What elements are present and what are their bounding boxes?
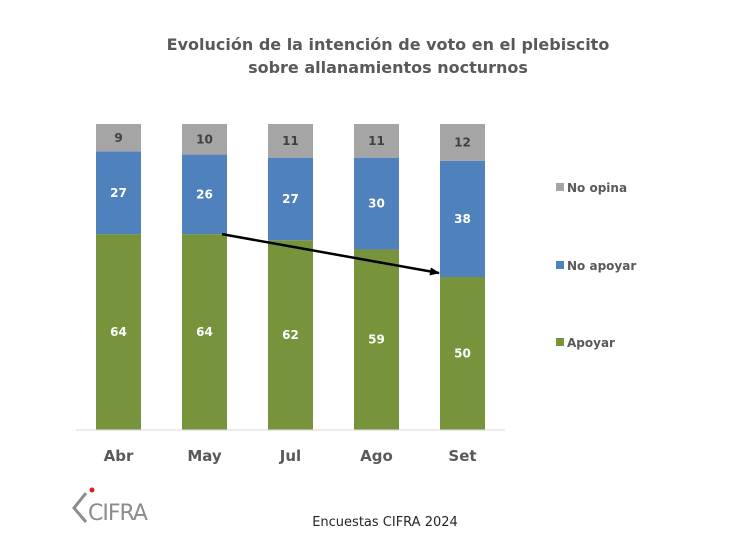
legend: No opina No apoyar Apoyar — [556, 181, 636, 350]
data-label-apoyar-set: 50 — [454, 347, 471, 361]
x-tick-label-set: Set — [448, 447, 476, 465]
bar-no-apoyar-jul — [268, 157, 313, 241]
bar-no-apoyar-ago — [354, 157, 399, 250]
data-label-no-opina-may: 10 — [196, 132, 213, 146]
category-labels: Abr May Jul Ago Set — [104, 447, 477, 465]
data-label-no-apoyar-ago: 30 — [368, 197, 385, 211]
trend-arrow — [221, 232, 440, 276]
data-label-no-apoyar-jul: 27 — [282, 192, 299, 206]
bar-apoyar-abr — [96, 234, 141, 430]
bar-no-opina-set — [440, 124, 485, 161]
bars-group: 64 27 9 64 26 10 62 27 11 59 30 11 50 38 12 — [96, 124, 485, 430]
chart-subtitle: sobre allanamientos nocturnos — [248, 58, 528, 77]
bar-no-opina-ago — [354, 124, 399, 158]
bar-no-apoyar-abr — [96, 151, 141, 235]
data-label-no-opina-abr: 9 — [114, 131, 122, 145]
bar-apoyar-may — [182, 234, 227, 430]
legend-label-no-opina: No opina — [567, 181, 627, 195]
x-tick-label-jul: Jul — [279, 447, 301, 465]
x-tick-label-may: May — [187, 447, 222, 465]
data-label-no-opina-set: 12 — [454, 135, 471, 149]
cifra-logo: CIFRA — [72, 487, 149, 526]
data-label-apoyar-may: 64 — [196, 325, 213, 339]
x-tick-label-ago: Ago — [360, 447, 393, 465]
source-note: Encuestas CIFRA 2024 — [312, 515, 458, 530]
legend-swatch-no-apoyar — [556, 261, 564, 269]
data-label-no-opina-jul: 11 — [282, 134, 299, 148]
legend-swatch-no-opina — [556, 183, 564, 191]
data-label-no-apoyar-abr: 27 — [110, 186, 127, 200]
legend-label-no-apoyar: No apoyar — [567, 259, 636, 273]
logo-dot-icon — [89, 487, 95, 493]
logo-chevron-icon — [72, 492, 88, 523]
logo-text: CIFRA — [88, 501, 148, 526]
x-tick-label-abr: Abr — [104, 447, 134, 465]
legend-label-apoyar: Apoyar — [567, 336, 615, 350]
data-label-apoyar-jul: 62 — [282, 328, 299, 342]
bar-apoyar-jul — [268, 240, 313, 430]
data-label-apoyar-abr: 64 — [110, 325, 127, 339]
bar-no-opina-may — [182, 124, 227, 155]
bar-apoyar-ago — [354, 249, 399, 430]
chart-title: Evolución de la intención de voto en el … — [167, 35, 610, 54]
legend-swatch-apoyar — [556, 338, 564, 346]
bar-no-opina-jul — [268, 124, 313, 158]
bar-no-opina-abr — [96, 124, 141, 152]
data-label-no-apoyar-set: 38 — [454, 212, 471, 226]
data-label-apoyar-ago: 59 — [368, 333, 385, 347]
data-label-no-opina-ago: 11 — [368, 134, 385, 148]
bar-apoyar-set — [440, 277, 485, 430]
data-label-no-apoyar-may: 26 — [196, 187, 213, 201]
bar-no-apoyar-may — [182, 154, 227, 235]
bar-no-apoyar-set — [440, 160, 485, 277]
